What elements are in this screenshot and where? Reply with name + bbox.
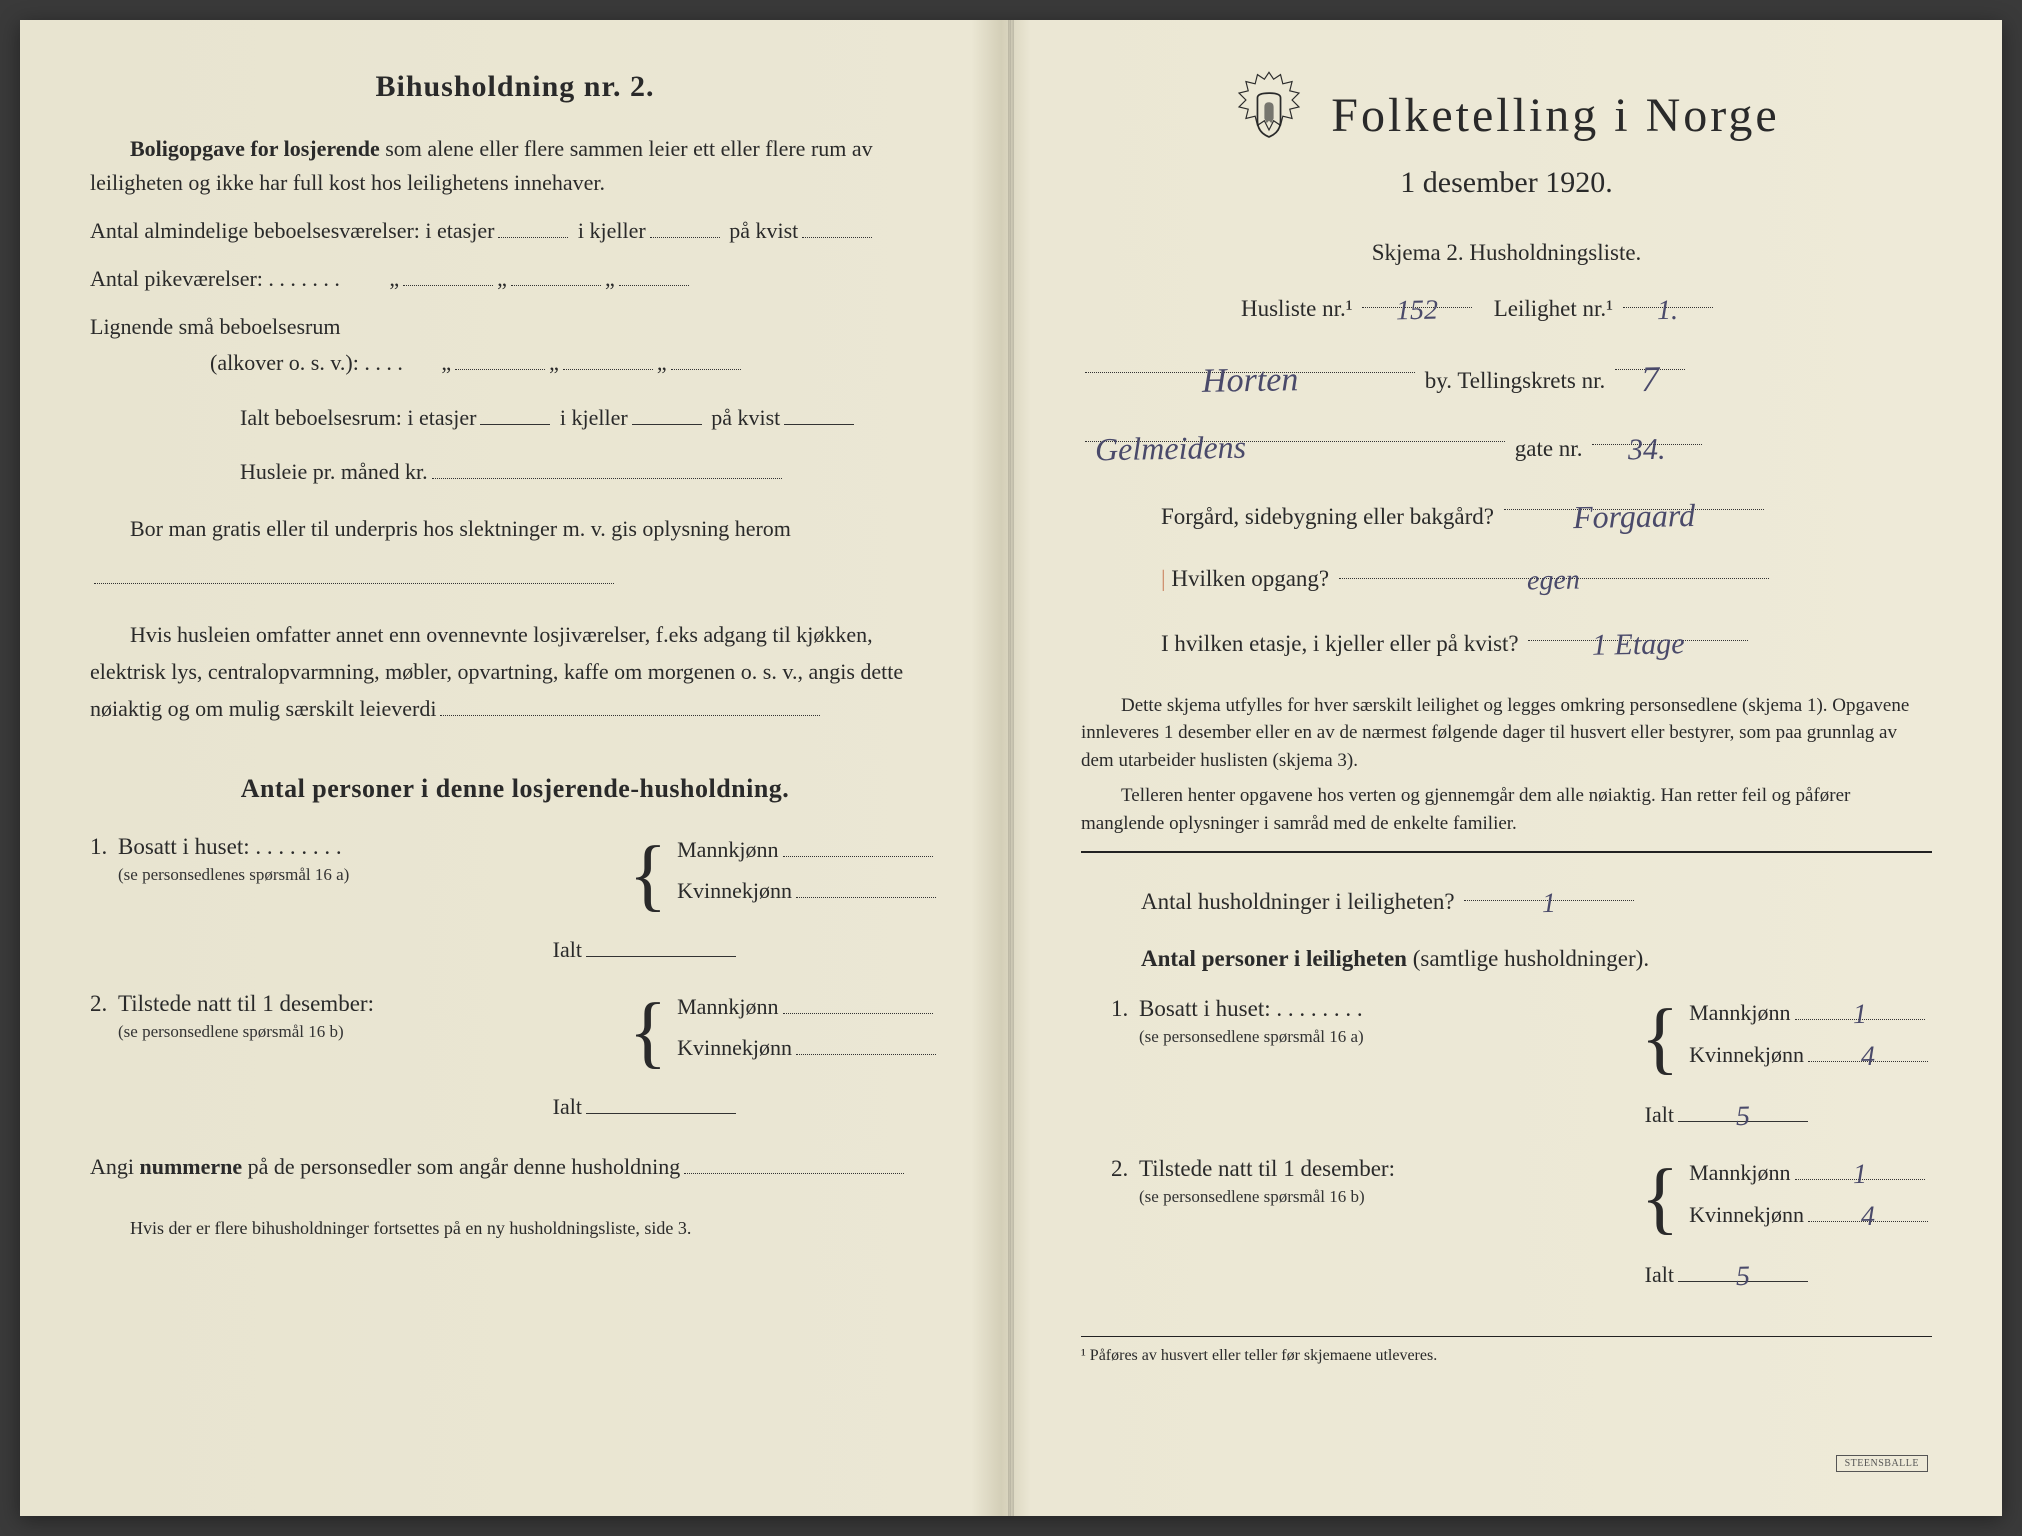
husliste-value: 152 — [1362, 284, 1472, 308]
blank — [455, 347, 545, 370]
line-almindelige: Antal almindelige beboelsesværelser: i e… — [90, 214, 940, 248]
blank — [586, 1091, 736, 1114]
by-value: Horten — [1085, 349, 1415, 373]
left-ialt-1: Ialt — [90, 934, 740, 963]
blank — [586, 934, 736, 957]
blank — [432, 456, 782, 479]
title-sub: 1 desember 1920. — [1081, 166, 1932, 200]
printer-stamp: STEENSBALLE — [1836, 1455, 1928, 1472]
blank — [563, 347, 653, 370]
line-gratis: Bor man gratis eller til underpris hos s… — [90, 505, 940, 602]
krets-value: 7 — [1615, 346, 1685, 370]
census-document: Bihusholdning nr. 2. Boligopgave for los… — [20, 20, 2002, 1516]
blank — [480, 401, 550, 424]
gate-nr-value: 34. — [1592, 421, 1702, 445]
antal-hush-value: 1 — [1464, 877, 1634, 901]
page-right: Folketelling i Norge 1 desember 1920. Sk… — [1011, 20, 2002, 1516]
row-num: 2. — [90, 991, 118, 1017]
right-footnote: ¹ Påføres av husvert eller teller før sk… — [1081, 1336, 1932, 1365]
bracket-group: { Mannkjønn1 Kvinnekjønn4 — [1641, 996, 1932, 1080]
bosatt-mann-value: 1 — [1795, 996, 1925, 1019]
by-row: Horten by. Tellingskrets nr. 7 — [1081, 346, 1932, 400]
forgard-row: Forgård, sidebygning eller bakgård? Forg… — [1161, 486, 1932, 536]
husliste-row: Husliste nr.¹ 152 Leilighet nr.¹ 1. — [1081, 284, 1932, 328]
page-left: Bihusholdning nr. 2. Boligopgave for los… — [20, 20, 1011, 1516]
row-text: Tilstede natt til 1 desember: (se person… — [118, 991, 617, 1043]
antal-hush-row: Antal husholdninger i leiligheten? 1 — [1081, 877, 1932, 921]
etasje-row: I hvilken etasje, i kjeller eller på kvi… — [1161, 616, 1932, 663]
row-text: Bosatt i huset: . . . . . . . . (se pers… — [118, 834, 617, 886]
instruction-1: Dette skjema utfylles for hver særskilt … — [1081, 692, 1932, 775]
line-pikevaerelser: Antal pikeværelser: . . . . . . . „„„ — [90, 262, 940, 296]
row-text: Bosatt i huset: . . . . . . . . (se pers… — [1139, 996, 1629, 1048]
line-lignende-a: Lignende små beboelsesrum — [90, 310, 940, 344]
blank — [440, 693, 820, 716]
left-ialt-2: Ialt — [90, 1091, 740, 1120]
coat-of-arms-icon — [1233, 70, 1305, 160]
intro-paragraph: Boligopgave for losjerende som alene ell… — [90, 132, 940, 200]
blank — [498, 215, 568, 238]
bracket-group: { Mannkjønn Kvinnekjønn — [629, 991, 940, 1073]
line-ialt-beboelse: Ialt beboelsesrum: i etasjer i kjeller p… — [90, 401, 940, 435]
right-ialt-2: Ialt5 — [1081, 1258, 1812, 1288]
etasje-value: 1 Etage — [1528, 616, 1748, 640]
line-husleie: Husleie pr. måned kr. — [90, 455, 940, 489]
blank — [796, 1032, 936, 1055]
intro-bold: Boligopgave for losjerende — [130, 136, 380, 161]
tilstede-ialt-value: 5 — [1678, 1258, 1808, 1281]
blank — [802, 215, 872, 238]
forgard-value: Forgaard — [1504, 486, 1764, 510]
left-row-bosatt: 1. Bosatt i huset: . . . . . . . . (se p… — [90, 834, 940, 916]
bracket-group: { Mannkjønn Kvinnekjønn — [629, 834, 940, 916]
blank — [783, 991, 933, 1014]
row-text: Tilstede natt til 1 desember: (se person… — [1139, 1156, 1629, 1208]
opgang-value: egen — [1339, 554, 1769, 578]
bosatt-ialt-value: 5 — [1678, 1098, 1808, 1121]
left-section-title: Antal personer i denne losjerende-hushol… — [90, 774, 940, 804]
bracket-group: { Mannkjønn1 Kvinnekjønn4 — [1641, 1156, 1932, 1240]
bracket-icon: { — [629, 845, 667, 905]
schema-line: Skjema 2. Husholdningsliste. — [1081, 240, 1932, 266]
antal-pers-row: Antal personer i leiligheten (samtlige h… — [1081, 939, 1932, 978]
blank — [671, 347, 741, 370]
row-num: 2. — [1111, 1156, 1139, 1182]
title-row: Folketelling i Norge — [1081, 70, 1932, 160]
blank — [632, 401, 702, 424]
blank — [403, 263, 493, 286]
blank — [783, 834, 933, 857]
bracket-icon: { — [1641, 1168, 1679, 1228]
blank — [684, 1151, 904, 1174]
bosatt-kvinne-value: 4 — [1808, 1038, 1928, 1061]
blank — [511, 263, 601, 286]
title-main: Folketelling i Norge — [1331, 88, 1779, 143]
row-num: 1. — [90, 834, 118, 860]
angi-line: Angi nummerne på de personsedler som ang… — [90, 1150, 940, 1184]
divider-rule — [1081, 851, 1932, 853]
gate-row: Gelmeidens gate nr. 34. — [1081, 418, 1932, 468]
line-lignende-b: (alkover o. s. v.): . . . . „„„ — [90, 346, 940, 380]
blank — [650, 215, 720, 238]
blank — [796, 875, 936, 898]
blank — [619, 263, 689, 286]
tilstede-mann-value: 1 — [1795, 1156, 1925, 1179]
instruction-2: Telleren henter opgavene hos verten og g… — [1081, 782, 1932, 837]
blank — [94, 561, 614, 584]
tilstede-kvinne-value: 4 — [1808, 1198, 1928, 1221]
right-row-tilstede: 2. Tilstede natt til 1 desember: (se per… — [1081, 1156, 1932, 1240]
blank — [784, 401, 854, 424]
opgang-row: | Hvilken opgang? egen — [1161, 554, 1932, 598]
left-row-tilstede: 2. Tilstede natt til 1 desember: (se per… — [90, 991, 940, 1073]
gate-value: Gelmeidens — [1085, 418, 1505, 442]
right-row-bosatt: 1. Bosatt i huset: . . . . . . . . (se p… — [1081, 996, 1932, 1080]
right-ialt-1: Ialt5 — [1081, 1098, 1812, 1128]
leilighet-value: 1. — [1623, 284, 1713, 308]
left-footer: Hvis der er flere bihusholdninger fortse… — [90, 1218, 940, 1239]
row-num: 1. — [1111, 996, 1139, 1022]
bracket-icon: { — [1641, 1008, 1679, 1068]
bracket-icon: { — [629, 1002, 667, 1062]
left-heading: Bihusholdning nr. 2. — [90, 70, 940, 104]
line-husleien-omfatter: Hvis husleien omfatter annet enn ovennev… — [90, 616, 940, 728]
